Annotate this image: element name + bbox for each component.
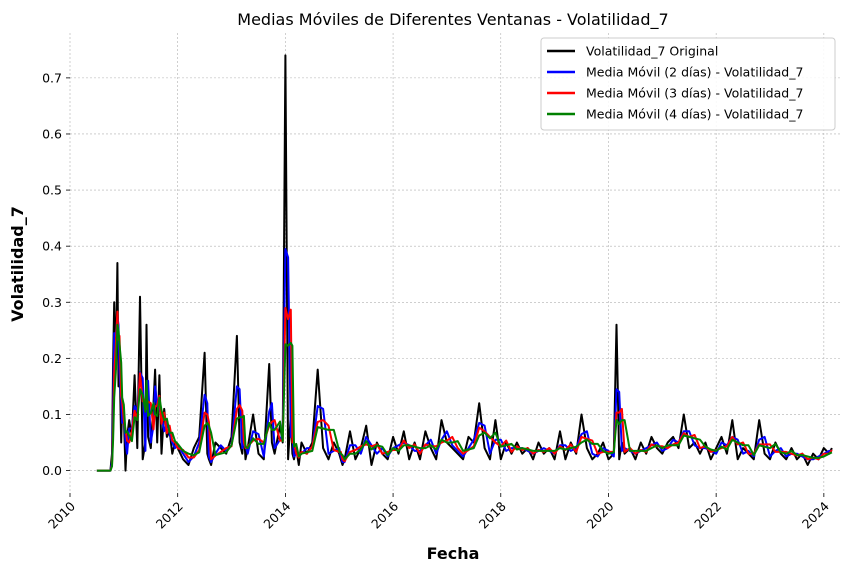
x-tick-label: 2020	[583, 498, 616, 531]
y-tick-label: 0.3	[42, 295, 62, 310]
legend-label: Volatilidad_7 Original	[586, 44, 718, 59]
y-tick-label: 0.5	[42, 183, 62, 198]
y-tick-label: 0.2	[42, 351, 62, 366]
x-tick-label: 2012	[153, 499, 186, 532]
x-tick-label: 2022	[691, 499, 724, 532]
x-tick-label: 2016	[368, 498, 401, 531]
y-tick-label: 0.7	[42, 70, 62, 85]
legend-label: Media Móvil (3 días) - Volatilidad_7	[586, 86, 803, 101]
x-axis-label: Fecha	[427, 544, 480, 563]
series-line-ma3	[96, 306, 833, 472]
y-tick-label: 0.1	[42, 407, 62, 422]
x-tick-label: 2024	[799, 498, 832, 531]
legend-label: Media Móvil (2 días) - Volatilidad_7	[586, 65, 803, 80]
x-tick-label: 2010	[45, 498, 78, 531]
x-tick-label: 2018	[476, 498, 509, 531]
legend-label: Media Móvil (4 días) - Volatilidad_7	[586, 107, 803, 122]
x-axis-ticks: 2010 2012 2014 2016 2018 2020 2022 2024	[45, 493, 832, 532]
y-axis-label: Volatilidad_7	[8, 206, 27, 322]
y-tick-label: 0.4	[42, 239, 62, 254]
y-tick-label: 0.0	[42, 463, 62, 478]
y-tick-label: 0.6	[42, 126, 62, 141]
series-line-ma4	[96, 323, 833, 472]
chart-title: Medias Móviles de Diferentes Ventanas - …	[237, 10, 668, 30]
grid	[69, 33, 840, 493]
x-tick-label: 2014	[260, 498, 293, 531]
legend-box	[540, 37, 836, 131]
legend: Volatilidad_7 Original Media Móvil (2 día…	[540, 37, 836, 131]
y-axis-ticks: 0.0 0.1 0.2 0.3 0.4 0.5 0.6 0.7	[42, 70, 70, 478]
series-layer	[96, 54, 833, 472]
